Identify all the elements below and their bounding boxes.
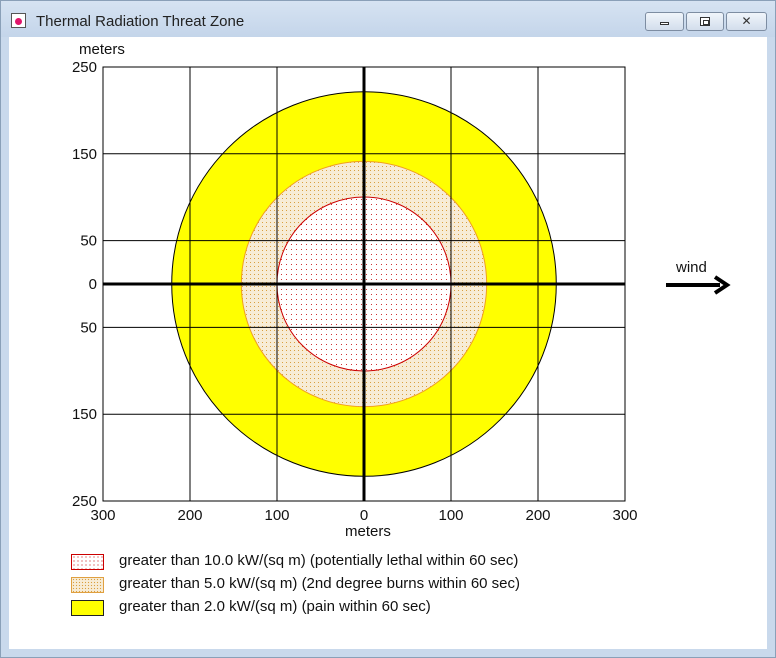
legend-swatch-pain — [71, 600, 104, 616]
y-tick-label: 150 — [72, 146, 97, 163]
y-tick-label: 150 — [72, 406, 97, 423]
legend-swatch-burns — [71, 577, 104, 593]
plot-area: 250 150 50 0 50 150 250 300 200 100 0 100 200 300 met… — [9, 37, 767, 649]
y-tick-label: 250 — [72, 493, 97, 510]
legend-label: greater than 2.0 kW/(sq m) (pain within … — [119, 598, 431, 615]
legend-item: greater than 10.0 kW/(sq m) (potentially… — [71, 552, 671, 575]
wind-label: wind — [675, 259, 707, 276]
x-tick-label: 0 — [360, 507, 368, 524]
y-tick-label: 50 — [80, 233, 97, 250]
x-tick-label: 300 — [612, 507, 637, 524]
x-tick-label: 200 — [525, 507, 550, 524]
x-axis-label: meters — [345, 523, 391, 537]
legend-swatch-lethal — [71, 554, 104, 570]
grid-layer — [102, 66, 626, 502]
x-tick-label: 100 — [438, 507, 463, 524]
x-tick-label: 100 — [264, 507, 289, 524]
legend: greater than 10.0 kW/(sq m) (potentially… — [71, 552, 671, 621]
close-icon: ✕ — [741, 14, 752, 28]
legend-item: greater than 5.0 kW/(sq m) (2nd degree b… — [71, 575, 671, 598]
close-button[interactable]: ✕ — [726, 12, 767, 31]
legend-label: greater than 5.0 kW/(sq m) (2nd degree b… — [119, 575, 521, 592]
maximize-button[interactable] — [686, 12, 724, 31]
minimize-icon — [660, 22, 669, 25]
y-tick-label: 0 — [89, 276, 97, 293]
y-tick-label: 50 — [80, 319, 97, 336]
legend-item: greater than 2.0 kW/(sq m) (pain within … — [71, 598, 671, 621]
x-tick-label: 300 — [90, 507, 115, 524]
window-title: Thermal Radiation Threat Zone — [36, 13, 245, 30]
maximize-icon — [700, 17, 710, 26]
x-tick-label: 200 — [177, 507, 202, 524]
title-bar[interactable]: Thermal Radiation Threat Zone ✕ — [1, 1, 775, 37]
wind-arrow-icon — [713, 275, 731, 295]
y-tick-label: 250 — [72, 59, 97, 76]
minimize-button[interactable] — [645, 12, 684, 31]
app-icon — [11, 13, 26, 28]
y-axis-label: meters — [79, 41, 125, 58]
legend-label: greater than 10.0 kW/(sq m) (potentially… — [119, 552, 519, 569]
wind-indicator: wind — [666, 259, 731, 295]
